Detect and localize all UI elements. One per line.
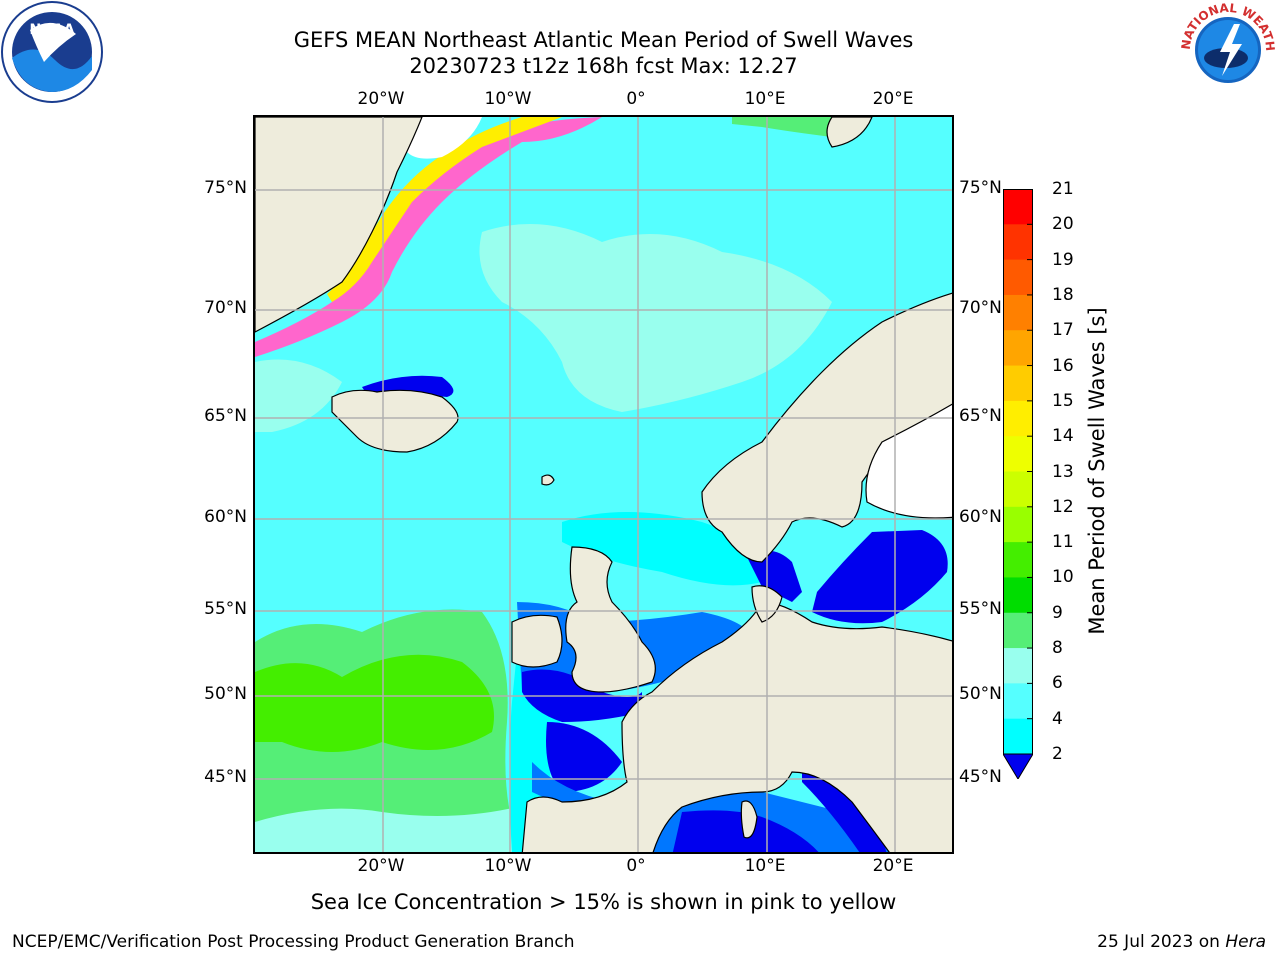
land-iceland xyxy=(331,389,459,453)
lat-label-left-65n: 65°N xyxy=(204,406,247,426)
graticule xyxy=(255,117,952,852)
land-faroe xyxy=(541,474,555,486)
colorbar-segment xyxy=(1003,506,1033,543)
colorbar-segment xyxy=(1003,718,1033,755)
land-greenland xyxy=(255,117,423,333)
lat-label-right-45n: 45°N xyxy=(959,767,1002,787)
colorbar-segment xyxy=(1003,365,1033,402)
noaa-logo-text: NOAA xyxy=(30,22,75,38)
colorbar-segment xyxy=(1003,259,1033,296)
land-finland-east xyxy=(865,403,952,519)
colorbar-tick-label: 20 xyxy=(1052,214,1074,235)
colorbar-title: Mean Period of Swell Waves [s] xyxy=(1085,307,1109,635)
swell-10s-region-svalbard xyxy=(732,117,832,137)
colorbar-segment xyxy=(1003,471,1033,508)
lat-label-left-75n: 75°N xyxy=(204,178,247,198)
colorbar-tick-label: 11 xyxy=(1052,532,1074,553)
colorbar-segment xyxy=(1003,683,1033,720)
lat-label-right-50n: 50°N xyxy=(959,684,1002,704)
chart-subtitle: 20230723 t12z 168h fcst Max: 12.27 xyxy=(409,54,798,78)
lon-label-bottom-20w: 20°W xyxy=(357,856,405,876)
colorbar-segment xyxy=(1003,224,1033,261)
lon-label-top-0: 0° xyxy=(626,89,646,109)
lat-label-right-70n: 70°N xyxy=(959,298,1002,318)
lon-label-top-20e: 20°E xyxy=(872,89,914,109)
swell-9s-region-north xyxy=(479,224,832,412)
colorbar-tick-label: 4 xyxy=(1052,708,1063,729)
colorbar-tick-label: 21 xyxy=(1052,179,1074,199)
colorbar-tick-label: 15 xyxy=(1052,390,1074,411)
colorbar-segment xyxy=(1003,294,1033,331)
colorbar-segment xyxy=(1003,400,1033,437)
lon-label-top-20w: 20°W xyxy=(357,89,405,109)
swell-2s-region-biscay xyxy=(546,722,622,792)
colorbar-segment xyxy=(1003,648,1033,684)
lat-label-right-60n: 60°N xyxy=(959,507,1002,527)
lon-label-bottom-0: 0° xyxy=(626,856,646,876)
swell-6s-region-north-sea xyxy=(562,512,762,586)
lon-label-bottom-10e: 10°E xyxy=(744,856,786,876)
lon-label-bottom-20e: 20°E xyxy=(872,856,914,876)
nws-logo-icon: NATIONAL WEATHER SERVICE xyxy=(1176,0,1277,98)
colorbar-tick-label: 9 xyxy=(1052,602,1063,623)
swell-2s-region-med xyxy=(672,772,887,852)
swell-9s-region-south xyxy=(255,807,522,852)
sea-ice-note: Sea Ice Concentration > 15% is shown in … xyxy=(310,890,897,914)
colorbar-segment xyxy=(1003,330,1033,367)
land-europe-continent xyxy=(521,601,952,852)
lon-label-bottom-10w: 10°W xyxy=(484,856,532,876)
swell-11s-region xyxy=(255,654,494,752)
swell-2s-region-baltic xyxy=(747,530,948,624)
colorbar-tick-label: 6 xyxy=(1052,673,1063,694)
host-name: Hera xyxy=(1225,932,1266,952)
sea-ice-greenland xyxy=(255,117,602,357)
colorbar-tick-label: 18 xyxy=(1052,284,1074,305)
lat-label-left-60n: 60°N xyxy=(204,507,247,527)
land-ireland xyxy=(511,614,563,668)
noaa-logo-icon: NOAA xyxy=(1,1,103,103)
map-panel xyxy=(253,115,954,854)
colorbar-underflow-triangle xyxy=(1003,753,1033,779)
swell-period-map xyxy=(255,117,952,852)
colorbar-tick-label: 2 xyxy=(1052,744,1063,764)
credit-text: NCEP/EMC/Verification Post Processing Pr… xyxy=(12,932,575,952)
colorbar-tick-label: 13 xyxy=(1052,461,1074,482)
chart-title: GEFS MEAN Northeast Atlantic Mean Period… xyxy=(293,28,914,52)
date-label: 25 Jul 2023 on xyxy=(1097,932,1220,952)
lon-label-top-10w: 10°W xyxy=(484,89,532,109)
land-corsica-sardinia xyxy=(740,800,758,839)
colorbar-tick-label: 8 xyxy=(1052,638,1063,659)
colorbar-segment xyxy=(1003,542,1033,578)
colorbar-tick-label: 19 xyxy=(1052,249,1074,270)
date-text: 25 Jul 2023 on Hera xyxy=(1097,932,1266,952)
colorbar-tick-label: 17 xyxy=(1052,320,1074,341)
colorbar-segment xyxy=(1003,612,1033,649)
lat-label-left-50n: 50°N xyxy=(204,684,247,704)
colorbar-tick-label: 14 xyxy=(1052,426,1074,447)
lat-label-right-55n: 55°N xyxy=(959,599,1002,619)
land-svalbard xyxy=(826,117,873,148)
unresolved-ice-white xyxy=(407,117,482,159)
lon-label-top-10e: 10°E xyxy=(744,89,786,109)
lat-label-left-45n: 45°N xyxy=(204,767,247,787)
colorbar-segment xyxy=(1003,436,1033,472)
colorbar-tick-label: 16 xyxy=(1052,355,1074,376)
colorbar xyxy=(1003,189,1033,779)
lat-label-left-70n: 70°N xyxy=(204,298,247,318)
colorbar-tick-label: 12 xyxy=(1052,496,1074,517)
lat-label-right-75n: 75°N xyxy=(959,178,1002,198)
colorbar-segment xyxy=(1003,577,1033,614)
land-great-britain xyxy=(565,546,656,693)
swell-9s-region-west xyxy=(255,359,342,432)
lat-label-left-55n: 55°N xyxy=(204,599,247,619)
colorbar-segment xyxy=(1003,189,1033,225)
colorbar-tick-label: 10 xyxy=(1052,567,1074,588)
lat-label-right-65n: 65°N xyxy=(959,406,1002,426)
